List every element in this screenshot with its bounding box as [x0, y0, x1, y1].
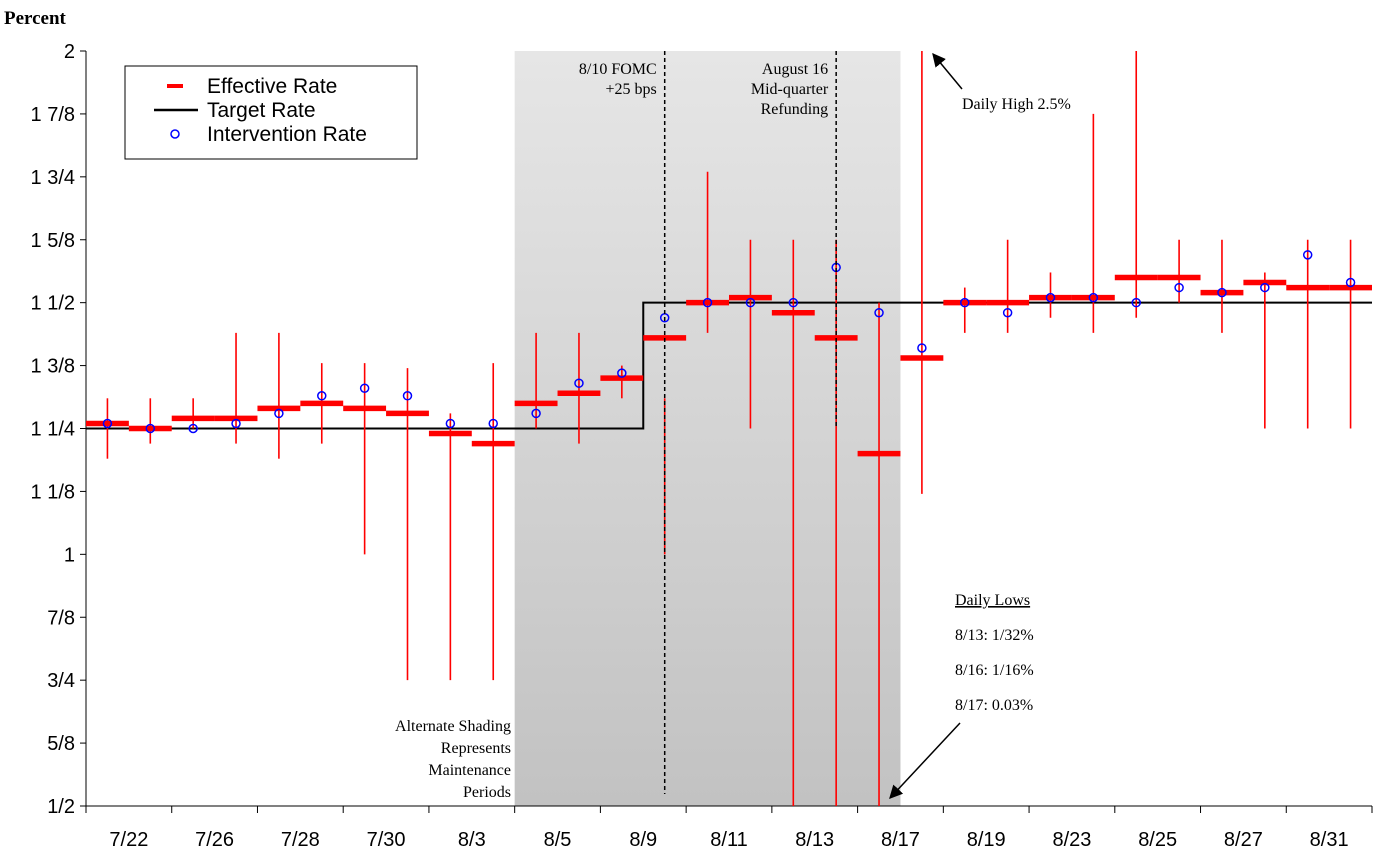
intervention-rate-point [1345, 277, 1356, 288]
daily-low-item: 8/17: 0.03% [955, 697, 1033, 714]
x-tick-label: 7/28 [281, 829, 320, 851]
daily-low-item: 8/13: 1/32% [955, 627, 1034, 644]
y-tick-label: 1 1/8 [31, 481, 75, 503]
legend-box [124, 65, 418, 160]
intervention-rate-point [574, 378, 584, 388]
shading-note: Represents [441, 740, 511, 757]
daily-high-annotation: Daily High 2.5% [962, 96, 1071, 113]
intervention-rate-point [960, 297, 970, 308]
y-tick-label: 1 3/8 [31, 356, 75, 378]
y-tick-label: 1 [64, 544, 75, 566]
y-tick-label: 1 5/8 [31, 230, 75, 252]
x-tick-label: 8/19 [967, 829, 1006, 851]
x-tick-label: 8/31 [1310, 829, 1349, 851]
intervention-rate-point [402, 391, 413, 401]
x-tick-label: 8/13 [795, 829, 834, 851]
intervention-rate-point [274, 408, 284, 419]
intervention-rate-point [1131, 297, 1141, 308]
y-tick-label: 3/4 [47, 670, 75, 692]
y-tick-label: 2 [64, 41, 75, 63]
x-tick-label: 8/11 [710, 829, 747, 851]
daily-low-item: 8/16: 1/16% [955, 662, 1034, 679]
intervention-rate-point [745, 297, 756, 308]
x-tick-label: 8/5 [544, 829, 572, 851]
daily-high-arrow [932, 52, 963, 90]
intervention-rate-point [359, 383, 370, 393]
refunding-annotation: August 16 [762, 61, 828, 78]
legend-intervention-rate-swatch [170, 129, 180, 139]
intervention-rate-point [488, 418, 498, 429]
daily-lows-title: Daily Lows [955, 592, 1030, 609]
shading-note: Alternate Shading [395, 718, 511, 735]
fomc-annotation: +25 bps [605, 81, 656, 98]
intervention-rate-point [1002, 307, 1013, 318]
y-tick-label: 7/8 [47, 607, 75, 629]
shading-note: Maintenance [428, 762, 511, 779]
intervention-rate-point [1174, 282, 1184, 293]
intervention-rate-point [1088, 292, 1099, 303]
x-tick-label: 8/23 [1052, 829, 1091, 851]
intervention-rate-point [917, 343, 927, 353]
y-tick-label: 1/2 [47, 796, 75, 818]
x-tick-label: 7/22 [109, 829, 148, 851]
refunding-annotation: Refunding [761, 101, 829, 118]
x-tick-label: 8/27 [1224, 829, 1263, 851]
fomc-annotation: 8/10 FOMC [579, 61, 657, 78]
y-tick-label: 1 1/2 [31, 293, 75, 315]
x-tick-label: 7/30 [367, 829, 406, 851]
y-tick-label: 1 3/4 [31, 167, 75, 189]
shading-note: Periods [463, 784, 511, 801]
y-tick-label: 1 7/8 [31, 104, 75, 126]
y-axis-title: Percent [4, 8, 67, 29]
intervention-rate-point [1260, 282, 1270, 293]
intervention-rate-point [445, 418, 456, 429]
intervention-rate-point [1045, 292, 1056, 303]
y-tick-label: 5/8 [47, 733, 75, 755]
x-tick-label: 8/9 [629, 829, 657, 851]
intervention-rate-point [231, 418, 241, 429]
x-tick-label: 8/3 [458, 829, 486, 851]
y-tick-label: 1 1/4 [31, 419, 75, 441]
intervention-rate-point [1302, 250, 1313, 260]
intervention-rate-point [874, 307, 884, 318]
intervention-rate-point [145, 423, 156, 434]
legend-label: Target Rate [207, 99, 316, 122]
intervention-rate-point [317, 391, 327, 401]
intervention-rate-point [102, 418, 113, 429]
legend-label: Effective Rate [207, 75, 337, 98]
x-tick-label: 8/25 [1138, 829, 1177, 851]
refunding-annotation: Mid-quarter [751, 81, 829, 98]
intervention-rate-point [702, 297, 713, 308]
daily-lows-arrow [889, 722, 961, 799]
intervention-rate-point [188, 423, 198, 434]
x-tick-label: 8/17 [881, 829, 920, 851]
intervention-rate-point [1217, 287, 1227, 298]
intervention-rate-point [531, 408, 541, 419]
intervention-rate-point [617, 368, 627, 378]
intervention-rate-point [788, 297, 799, 308]
legend-label: Intervention Rate [207, 123, 367, 146]
x-tick-label: 7/26 [195, 829, 234, 851]
